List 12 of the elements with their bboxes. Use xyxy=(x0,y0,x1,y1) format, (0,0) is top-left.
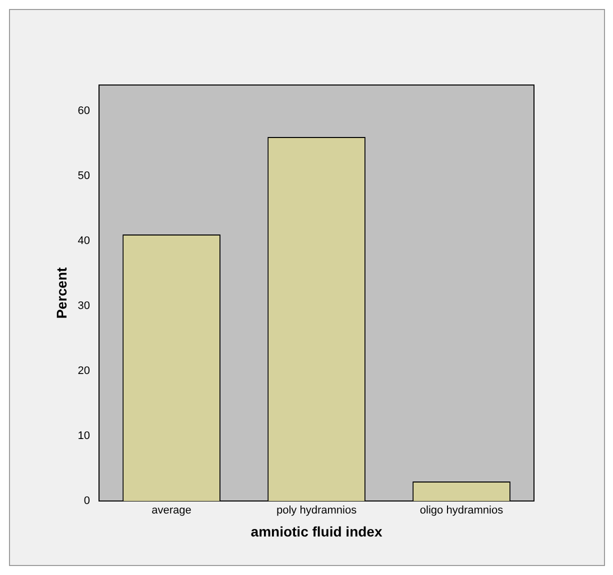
y-tick-label: 30 xyxy=(78,300,90,312)
y-tick-label: 50 xyxy=(78,170,90,182)
y-tick-label: 0 xyxy=(84,495,90,508)
x-tick-label: oligo hydramnios xyxy=(420,504,504,517)
y-tick-label: 60 xyxy=(78,105,90,118)
y-tick-label: 20 xyxy=(78,365,90,378)
x-tick-label: average xyxy=(152,504,192,517)
x-axis-title: amniotic fluid index xyxy=(250,523,382,540)
y-tick-label: 40 xyxy=(78,235,90,248)
y-axis-title: Percent xyxy=(53,266,70,319)
x-tick-label: poly hydramnios xyxy=(276,504,358,517)
y-tick-label: 10 xyxy=(78,430,90,442)
